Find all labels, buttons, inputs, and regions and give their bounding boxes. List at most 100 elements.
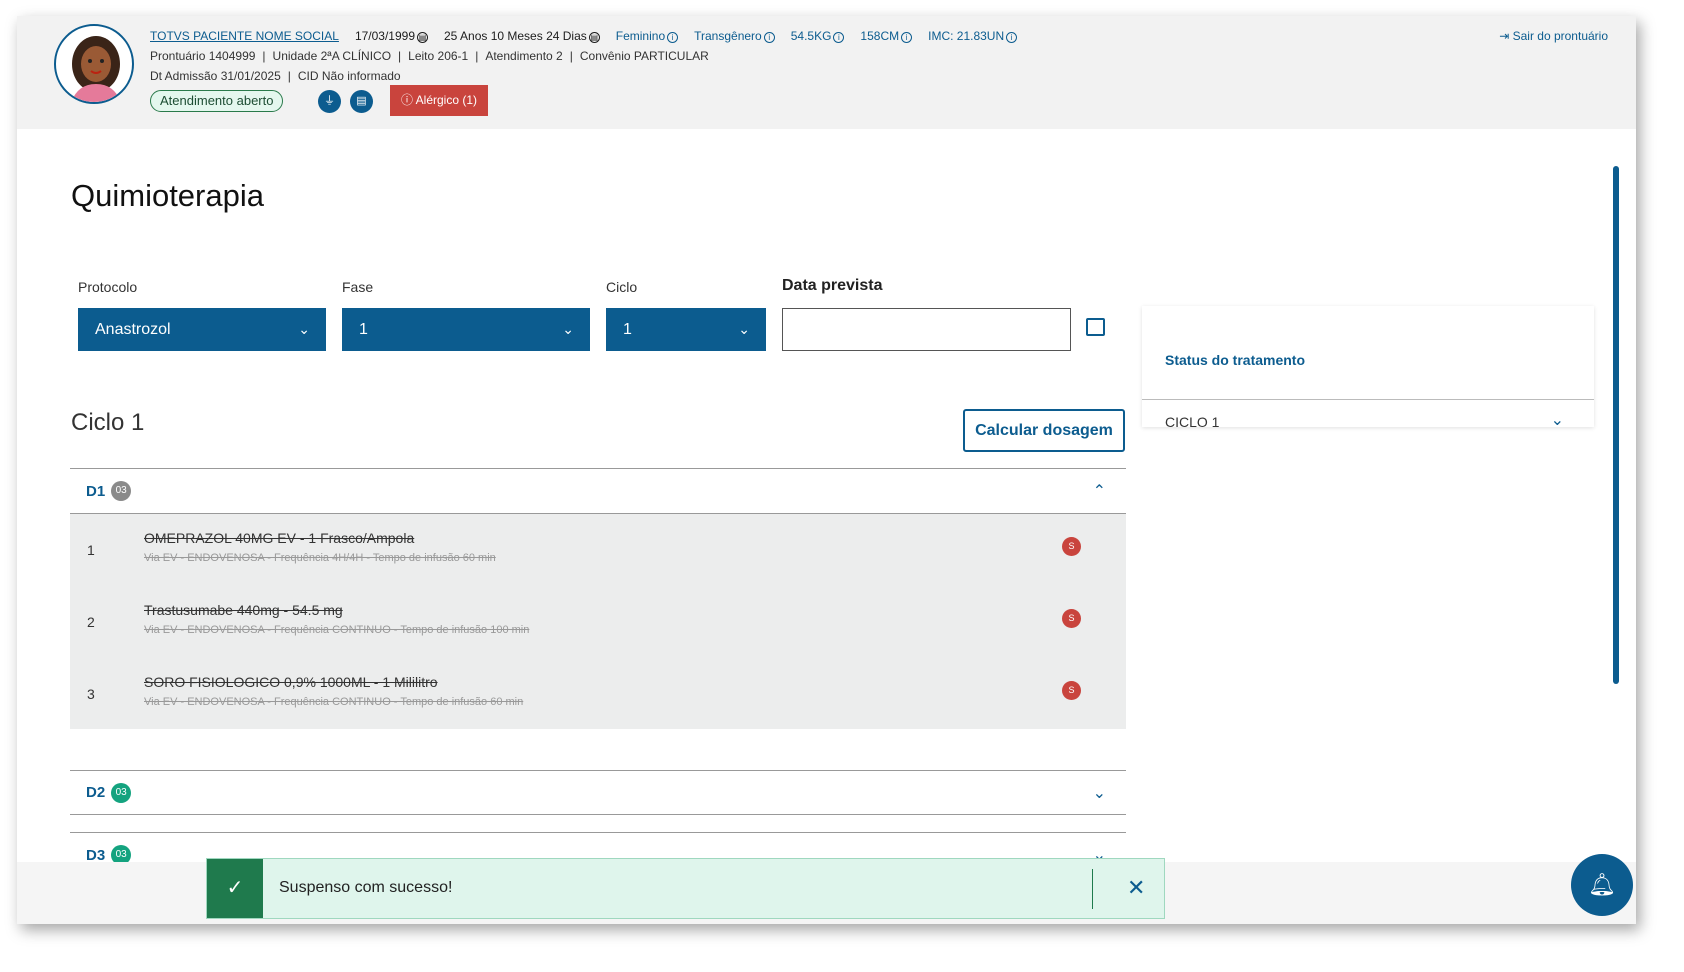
- ciclo-select[interactable]: 1 ⌄: [606, 308, 766, 351]
- item-name: Trastusumabe 440mg - 54.5 mg: [144, 602, 343, 618]
- page-title: Quimioterapia: [71, 178, 264, 213]
- convenio: Convênio PARTICULAR: [579, 49, 709, 63]
- weight: 54.5KG: [790, 29, 832, 43]
- ciclo-label: Ciclo: [606, 279, 638, 295]
- bell-icon: 🔔︎: [1588, 872, 1616, 897]
- separator: |: [398, 49, 402, 63]
- item-name: OMEPRAZOL 40MG EV - 1 Frasco/Ampola: [144, 530, 415, 546]
- notification-bell-button[interactable]: 🔔︎: [1571, 854, 1633, 916]
- item-name: SORO FISIOLOGICO 0,9% 1000ML - 1 Mililit…: [144, 674, 438, 690]
- separator: |: [262, 49, 266, 63]
- calendar-icon[interactable]: [1086, 318, 1105, 336]
- chevron-down-icon: ⌄: [738, 321, 750, 337]
- fase-label: Fase: [342, 279, 374, 295]
- exit-record-link[interactable]: ⇥ Sair do prontuário: [1499, 29, 1608, 43]
- prontuario: Prontuário 1404999: [150, 49, 256, 63]
- exit-icon: ⇥: [1499, 29, 1513, 43]
- suspended-badge: S: [1062, 537, 1081, 556]
- admissao: Dt Admissão 31/01/2025: [150, 69, 281, 83]
- item-detail: Via EV - ENDOVENOSA - Frequência CONTINU…: [144, 696, 524, 708]
- close-icon[interactable]: ✕: [1127, 875, 1146, 900]
- info-icon[interactable]: i: [667, 32, 679, 43]
- item-number: 3: [87, 686, 95, 702]
- calculate-dosage-button[interactable]: Calcular dosagem: [963, 409, 1125, 452]
- cycle-title: Ciclo 1: [71, 409, 145, 436]
- info-icon[interactable]: i: [763, 32, 775, 43]
- success-toast: ✓ Suspenso com sucesso! ✕: [206, 858, 1165, 919]
- gender: Transgênero: [694, 29, 762, 43]
- chevron-down-icon: ⌄: [298, 321, 310, 337]
- day-label: D2: [86, 784, 106, 801]
- list-item: 2 Trastusumabe 440mg - 54.5 mg Via EV - EN…: [70, 592, 1126, 652]
- info-icon[interactable]: i: [833, 32, 845, 43]
- atendimento: Atendimento 2: [485, 49, 563, 63]
- day-label: D1: [86, 482, 106, 500]
- ciclo-value: 1: [623, 321, 632, 338]
- status-item[interactable]: CICLO 1: [1165, 414, 1220, 430]
- leito: Leito 206-1: [408, 49, 469, 63]
- day-count-badge: 03: [111, 481, 132, 501]
- alert-icon: ⓘ: [400, 93, 416, 107]
- app-window: TOTVS PACIENTE NOME SOCIAL 17/03/1999 ▤ 2…: [17, 16, 1636, 924]
- fase-value: 1: [359, 321, 368, 338]
- document-icon[interactable]: ▤: [350, 90, 373, 113]
- data-prevista-label: Data prevista: [782, 277, 883, 294]
- info-icon[interactable]: i: [901, 32, 913, 43]
- toast-message: Suspenso com sucesso!: [279, 879, 453, 896]
- divider: [1142, 399, 1594, 400]
- item-number: 1: [87, 542, 95, 558]
- day-count-badge: 03: [111, 845, 132, 865]
- protocolo-select[interactable]: Anastrozol ⌄: [78, 308, 326, 351]
- calendar-icon: ▤: [588, 32, 600, 43]
- patient-name-link[interactable]: TOTVS PACIENTE NOME SOCIAL: [150, 29, 339, 43]
- day-header-d1[interactable]: D1 03 ⌃: [70, 468, 1126, 513]
- list-item: 1 OMEPRAZOL 40MG EV - 1 Frasco/Ampola Via …: [70, 520, 1126, 580]
- avatar: [54, 24, 134, 104]
- chevron-down-icon: ⌄: [562, 321, 574, 337]
- allergy-button[interactable]: ⓘ Alérgico (1): [390, 85, 488, 116]
- patient-header: TOTVS PACIENTE NOME SOCIAL 17/03/1999 ▤ 2…: [17, 16, 1636, 129]
- separator: |: [475, 49, 479, 63]
- scrollbar[interactable]: [1613, 166, 1619, 684]
- separator: |: [287, 69, 291, 83]
- day-count-badge: 03: [111, 782, 132, 803]
- list-item: 3 SORO FISIOLOGICO 0,9% 1000ML - 1 Milili…: [70, 664, 1126, 724]
- day-header-d3[interactable]: D3 03 ⌄: [70, 832, 1126, 877]
- check-icon: ✓: [207, 859, 263, 918]
- patient-info-line1: TOTVS PACIENTE NOME SOCIAL 17/03/1999 ▤ 2…: [150, 29, 1018, 43]
- fase-select[interactable]: 1 ⌄: [342, 308, 590, 351]
- data-prevista-input[interactable]: [782, 308, 1071, 351]
- item-number: 2: [87, 614, 95, 630]
- day-label: D3: [86, 846, 106, 864]
- chevron-down-icon[interactable]: ⌄: [1550, 412, 1564, 429]
- imc: IMC: 21.83UN: [928, 29, 1005, 43]
- protocolo-label: Protocolo: [78, 279, 138, 295]
- cid: CID Não informado: [297, 69, 401, 83]
- item-detail: Via EV - ENDOVENOSA - Frequência CONTINU…: [144, 624, 530, 636]
- exit-label: Sair do prontuário: [1512, 29, 1608, 43]
- status-badge: Atendimento aberto: [150, 90, 284, 112]
- protocolo-value: Anastrozol: [95, 321, 171, 338]
- birth-date: 17/03/1999: [354, 29, 415, 43]
- divider: [1092, 869, 1093, 909]
- age: 25 Anos 10 Meses 24 Dias: [444, 29, 587, 43]
- item-detail: Via EV - ENDOVENOSA - Frequência 4H/4H -…: [144, 552, 496, 564]
- attachment-icon[interactable]: ⏚: [318, 90, 341, 113]
- patient-info-line3: Dt Admissão 31/01/2025 | CID Não informad…: [150, 69, 401, 83]
- sex: Feminino: [615, 29, 666, 43]
- separator: |: [569, 49, 573, 63]
- calendar-icon: ▤: [417, 32, 428, 43]
- status-title: Status do tratamento: [1165, 352, 1306, 368]
- status-panel: Status do tratamento CICLO 1 ⌄: [1142, 306, 1594, 430]
- day-header-d2[interactable]: D2 03 ⌄: [70, 770, 1126, 815]
- allergy-label: Alérgico (1): [415, 93, 478, 107]
- info-icon[interactable]: i: [1006, 32, 1018, 43]
- day-items-list: 1 OMEPRAZOL 40MG EV - 1 Frasco/Ampola Via …: [70, 513, 1126, 729]
- suspended-badge: S: [1062, 609, 1081, 628]
- height: 158CM: [860, 29, 900, 43]
- patient-info-line2: Prontuário 1404999 | Unidade 2ªA CLÍNICO |…: [150, 49, 709, 63]
- suspended-badge: S: [1062, 681, 1081, 700]
- chevron-up-icon[interactable]: ⌃: [1092, 483, 1106, 500]
- chevron-down-icon[interactable]: ⌄: [1092, 784, 1106, 802]
- unidade: Unidade 2ªA CLÍNICO: [272, 49, 392, 63]
